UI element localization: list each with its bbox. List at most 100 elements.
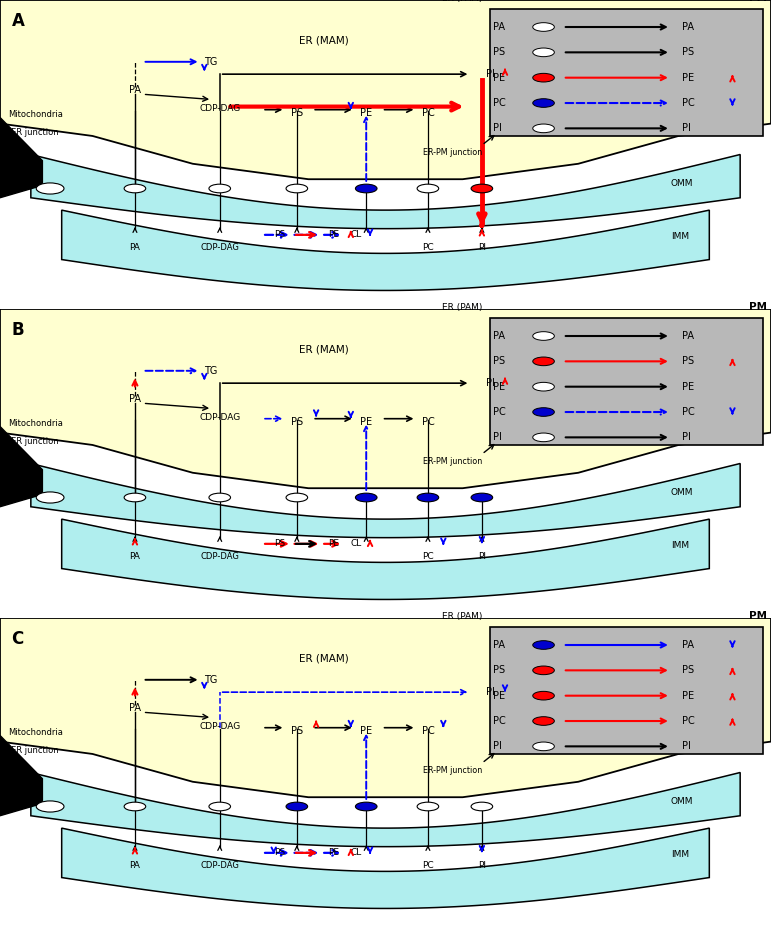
Text: PE: PE [360, 417, 372, 427]
Text: PC: PC [422, 108, 434, 118]
Text: Mitochondria: Mitochondria [8, 728, 62, 737]
Circle shape [471, 493, 493, 502]
Circle shape [209, 802, 231, 811]
Polygon shape [31, 155, 740, 229]
Text: ER-PM junction: ER-PM junction [423, 148, 482, 158]
Polygon shape [31, 772, 740, 846]
Circle shape [533, 717, 554, 725]
Circle shape [533, 692, 554, 700]
Text: B: B [12, 322, 24, 339]
Circle shape [286, 802, 308, 811]
Text: PI: PI [478, 860, 486, 870]
Text: PE: PE [360, 726, 372, 736]
Circle shape [533, 433, 554, 441]
Text: ER (MAM): ER (MAM) [299, 654, 348, 663]
Circle shape [471, 184, 493, 193]
Circle shape [355, 184, 377, 193]
Text: ER (PAM): ER (PAM) [442, 612, 482, 621]
Text: PE: PE [493, 382, 506, 392]
Text: PA: PA [493, 22, 506, 32]
Text: PA: PA [129, 394, 141, 404]
Text: CDP-DAG: CDP-DAG [200, 860, 239, 870]
Circle shape [124, 802, 146, 811]
Circle shape [355, 493, 377, 502]
Text: PA: PA [493, 640, 506, 650]
Text: PC: PC [422, 243, 434, 251]
Text: PI: PI [486, 70, 495, 79]
Text: PA: PA [130, 860, 140, 870]
Text: -ER junction: -ER junction [8, 128, 59, 137]
Polygon shape [0, 118, 42, 197]
Circle shape [533, 124, 554, 133]
Polygon shape [0, 426, 42, 507]
Circle shape [533, 48, 554, 57]
Text: PI: PI [486, 687, 495, 697]
Text: ER (MAM): ER (MAM) [299, 35, 348, 45]
Text: CL: CL [351, 848, 362, 857]
Text: TG: TG [204, 57, 217, 67]
Circle shape [209, 493, 231, 502]
Text: Mitochondria: Mitochondria [8, 419, 62, 428]
Polygon shape [39, 819, 732, 870]
Text: PE: PE [682, 382, 695, 392]
Polygon shape [39, 509, 732, 561]
Text: PC: PC [682, 716, 695, 726]
Text: OMM: OMM [671, 489, 693, 498]
Text: PI: PI [478, 552, 486, 561]
Text: PM: PM [749, 611, 767, 621]
Text: PI: PI [493, 123, 503, 133]
Text: PS: PS [274, 540, 285, 549]
Text: PS: PS [274, 848, 285, 857]
Polygon shape [0, 309, 771, 489]
Text: PC: PC [422, 860, 434, 870]
Text: IMM: IMM [671, 850, 689, 859]
Circle shape [36, 183, 64, 194]
Text: C: C [12, 630, 24, 648]
Circle shape [533, 666, 554, 675]
Text: PC: PC [682, 98, 695, 108]
Text: PA: PA [682, 640, 695, 650]
Text: PE: PE [360, 108, 372, 118]
Text: PA: PA [130, 552, 140, 561]
Circle shape [533, 742, 554, 751]
Text: IMM: IMM [671, 540, 689, 550]
Circle shape [36, 492, 64, 503]
Text: PC: PC [682, 407, 695, 417]
Text: ER (MAM): ER (MAM) [299, 344, 348, 354]
Polygon shape [62, 828, 709, 908]
Text: PE: PE [682, 691, 695, 701]
Text: ER-PM junction: ER-PM junction [423, 457, 482, 466]
Text: PI: PI [486, 378, 495, 388]
Text: PE: PE [682, 72, 695, 83]
FancyBboxPatch shape [490, 9, 763, 136]
Text: PS: PS [291, 108, 303, 118]
Polygon shape [62, 519, 709, 600]
Text: PM: PM [749, 0, 767, 3]
Circle shape [286, 493, 308, 502]
Text: PC: PC [493, 716, 507, 726]
FancyBboxPatch shape [490, 628, 763, 754]
Text: PS: PS [274, 230, 285, 239]
Circle shape [417, 184, 439, 193]
Text: PA: PA [682, 331, 695, 341]
Text: PS: PS [291, 417, 303, 427]
Text: -ER junction: -ER junction [8, 746, 59, 756]
Text: CDP-DAG: CDP-DAG [199, 413, 241, 422]
Circle shape [355, 802, 377, 811]
Text: ER-PM junction: ER-PM junction [423, 767, 482, 775]
Text: PC: PC [422, 552, 434, 561]
Text: PI: PI [493, 742, 503, 752]
Text: PA: PA [130, 243, 140, 251]
Text: PE: PE [328, 230, 338, 239]
Circle shape [471, 802, 493, 811]
Text: PA: PA [129, 85, 141, 95]
Text: CDP-DAG: CDP-DAG [199, 721, 241, 730]
Text: PC: PC [493, 98, 507, 108]
Circle shape [533, 357, 554, 365]
Circle shape [533, 98, 554, 108]
Text: CDP-DAG: CDP-DAG [199, 104, 241, 112]
Circle shape [124, 493, 146, 502]
Text: CDP-DAG: CDP-DAG [200, 243, 239, 251]
Circle shape [417, 493, 439, 502]
Circle shape [209, 184, 231, 193]
